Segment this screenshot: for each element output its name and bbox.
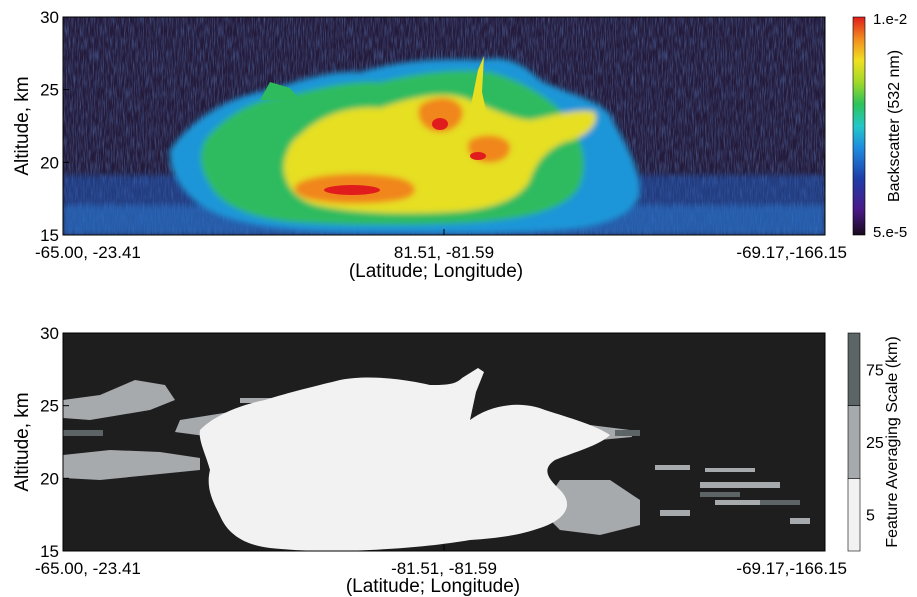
feature-75km-patch-2: [700, 492, 740, 497]
averaging-scale-panel: 15 20 25 30 -65.00, -23.41 -81.51, -81.59 -69…: [12, 324, 901, 597]
cloud-core-red-3: [470, 152, 486, 160]
feature-25km-strip-2: [700, 482, 780, 488]
backscatter-colorbar: 1.e-2 5.e-5 Backscatter (532 nm): [852, 11, 907, 241]
backscatter-x-axis: -65.00, -23.41 81.51, -81.59 -69.17,-166.1…: [35, 229, 847, 262]
backscatter-x-axis-label: (Latitude; Longitude): [349, 261, 523, 282]
backscatter-y-axis-label: Altitude, km: [12, 76, 33, 175]
feature-75km-patch-3: [760, 500, 800, 505]
feature-25km-left-2: [63, 450, 200, 480]
cloud-spike-2: [260, 82, 300, 100]
backscatter-panel: 15 20 25 30 -65.00, -23.41 81.51, -81.59 -69.…: [12, 8, 907, 282]
averaging-colorbar-swatch: [847, 478, 861, 552]
averaging-scale-image: [63, 333, 825, 551]
averaging-x-axis-label: (Latitude; Longitude): [346, 576, 520, 597]
cloud-core-orange-2: [418, 97, 463, 132]
averaging-x-axis: -65.00, -23.41 -81.51, -81.59 -69.17,-166.…: [35, 545, 847, 578]
averaging-colorbar-level-label: 5: [866, 508, 875, 525]
averaging-colorbar-label: Feature Averaging Scale (km): [884, 336, 901, 547]
averaging-75km-features: [63, 430, 800, 505]
feature-75km-patch-4: [615, 430, 640, 436]
cloud-core-red: [324, 185, 380, 195]
backscatter-y-tick-label: 25: [40, 81, 59, 100]
averaging-x-tick-label: -81.51, -81.59: [391, 559, 497, 578]
cloud-core-red-2: [432, 118, 448, 130]
averaging-colorbar: 5 25 75: [847, 332, 884, 552]
cloud-spike: [470, 56, 488, 120]
averaging-colorbar-swatch: [847, 405, 861, 479]
backscatter-y-tick-label: 15: [40, 226, 59, 245]
feature-75km-patch: [63, 430, 103, 436]
feature-25km-strip-7: [240, 398, 280, 403]
backscatter-x-tick-label: -65.00, -23.41: [35, 243, 141, 262]
averaging-colorbar-swatch: [847, 332, 861, 406]
feature-25km-strip: [655, 465, 690, 470]
backscatter-colorbar-min: 5.e-5: [873, 224, 907, 241]
backscatter-colorbar-max: 1.e-2: [873, 11, 907, 28]
feature-25km-strip-4: [660, 510, 690, 516]
backscatter-colorbar-label: Backscatter (532 nm): [886, 50, 903, 202]
feature-25km-left: [63, 380, 175, 420]
averaging-colorbar-level-label: 75: [866, 362, 884, 379]
backscatter-x-tick-label: 81.51, -81.59: [394, 243, 494, 262]
averaging-y-tick-label: 25: [40, 397, 59, 416]
feature-25km-strip-5: [790, 518, 810, 524]
feature-25km-strip-6: [715, 500, 760, 505]
backscatter-y-tick-label: 30: [40, 8, 59, 27]
averaging-x-tick-label: -69.17,-166.15: [736, 559, 847, 578]
backscatter-y-axis: 15 20 25 30: [40, 8, 69, 245]
backscatter-y-tick-label: 20: [40, 153, 59, 172]
backscatter-cloud: [169, 58, 640, 233]
averaging-y-axis: 15 20 25 30: [40, 324, 69, 561]
averaging-y-axis-label: Altitude, km: [12, 392, 33, 491]
averaging-y-tick-label: 30: [40, 324, 59, 343]
backscatter-x-tick-label: -69.17,-166.15: [736, 243, 847, 262]
averaging-y-tick-label: 20: [40, 469, 59, 488]
averaging-x-tick-label: -65.00, -23.41: [35, 559, 141, 578]
averaging-y-tick-label: 15: [40, 542, 59, 561]
backscatter-colorbar-ramp: [852, 16, 866, 236]
feature-25km-strip-3: [705, 468, 755, 472]
backscatter-image: [63, 17, 825, 235]
backscatter-cloud-spikes: [260, 56, 488, 195]
averaging-5km-cloud: [199, 368, 610, 551]
feature-25km-right: [540, 480, 640, 535]
averaging-colorbar-level-label: 25: [866, 435, 884, 452]
